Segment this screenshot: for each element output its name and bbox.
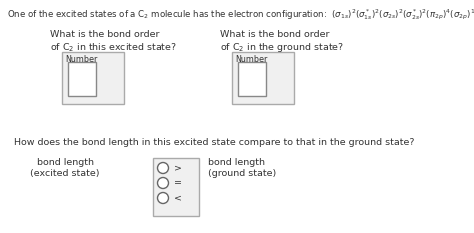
Text: of C$_2$ in this excited state?: of C$_2$ in this excited state? [50,41,177,54]
Text: of C$_2$ in the ground state?: of C$_2$ in the ground state? [220,41,344,54]
Text: Number: Number [65,55,97,64]
Text: What is the bond order: What is the bond order [50,30,159,39]
Text: bond length
(ground state): bond length (ground state) [208,158,276,178]
Text: One of the excited states of a C$_2$ molecule has the electron configuration:  $: One of the excited states of a C$_2$ mol… [7,8,474,23]
Circle shape [157,162,168,174]
FancyBboxPatch shape [62,52,124,104]
Text: >: > [174,164,182,172]
FancyBboxPatch shape [238,62,266,96]
Text: What is the bond order: What is the bond order [220,30,329,39]
Text: <: < [174,193,182,202]
Text: bond length
(excited state): bond length (excited state) [30,158,100,178]
Circle shape [157,192,168,203]
Circle shape [157,178,168,188]
FancyBboxPatch shape [153,158,199,216]
FancyBboxPatch shape [232,52,294,104]
Text: How does the bond length in this excited state compare to that in the ground sta: How does the bond length in this excited… [14,138,414,147]
Text: =: = [174,178,182,188]
Text: Number: Number [235,55,267,64]
FancyBboxPatch shape [68,62,96,96]
